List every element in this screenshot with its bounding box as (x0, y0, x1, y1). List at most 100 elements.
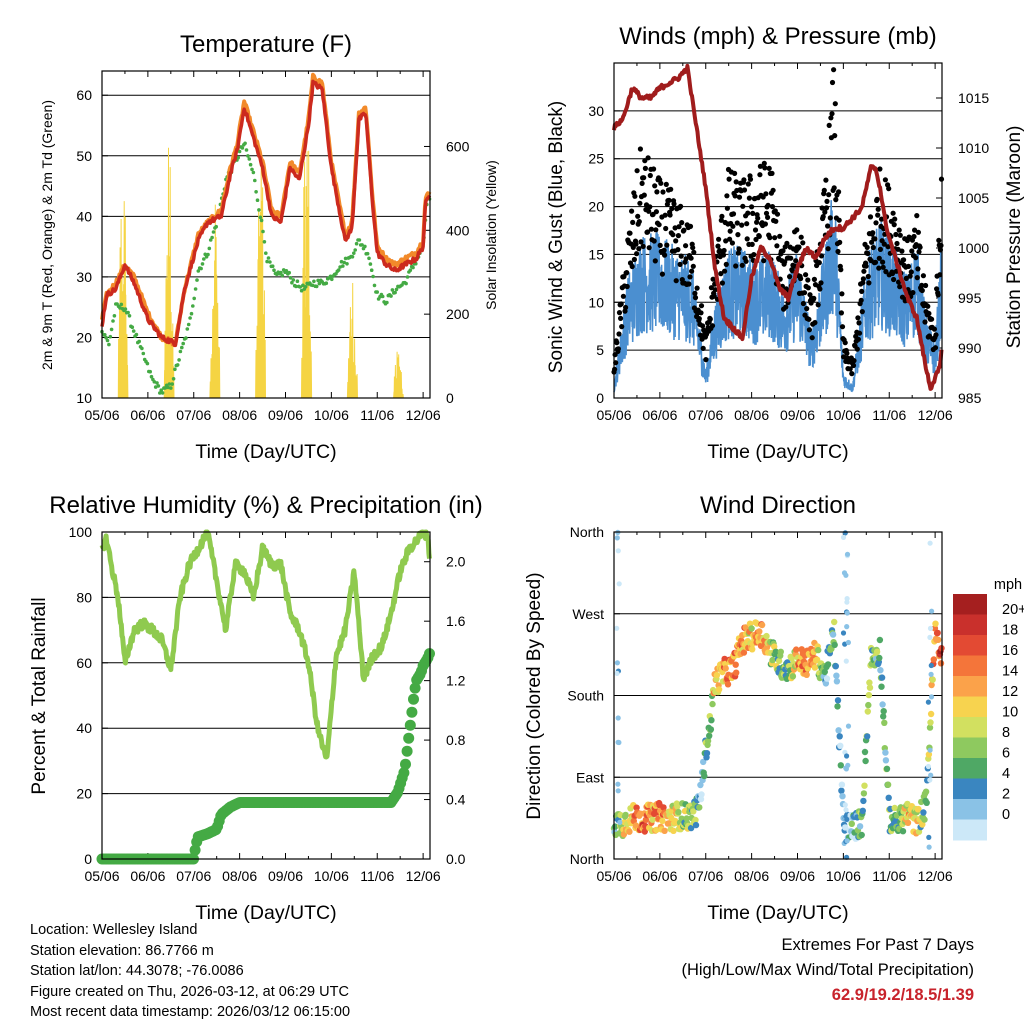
colorbar-label: 2 (1002, 787, 1010, 803)
colorbar-label: 12 (1002, 684, 1018, 700)
colorbar-label: 16 (1002, 643, 1018, 659)
gust-point (784, 240, 790, 246)
gust-point (818, 253, 825, 259)
gust-point (661, 247, 667, 253)
colorbar-label: 4 (1002, 766, 1010, 782)
gust-point (774, 243, 780, 249)
direction-point (707, 726, 715, 733)
direction-point (660, 804, 667, 811)
gust-point (826, 192, 832, 198)
gust-point (826, 122, 832, 128)
dewpoint-point (192, 296, 196, 301)
dewpoint-point (237, 149, 242, 154)
gust-point (651, 238, 657, 244)
gust-point (855, 336, 862, 342)
dewpoint-point (365, 251, 370, 256)
colorbar-label: 10 (1002, 705, 1018, 721)
direction-point (925, 699, 932, 705)
panel-3: Relative Humidity (%) & Precipitation (i… (29, 492, 483, 924)
dewpoint-point (279, 270, 283, 275)
y-tick-label: 80 (76, 589, 92, 605)
dewpoint-point (339, 259, 344, 264)
x-axis-label: Time (Day/UTC) (707, 441, 848, 463)
extremes-title: Extremes For Past 7 Days (781, 936, 974, 954)
precip-point (408, 693, 419, 705)
direction-point (715, 686, 723, 693)
dewpoint-point (108, 334, 113, 339)
dewpoint-point (405, 275, 410, 279)
gust-point (820, 214, 826, 220)
gust-point (683, 243, 689, 249)
direction-point (934, 629, 941, 637)
dewpoint-point (390, 288, 395, 292)
gust-point (631, 256, 638, 263)
direction-point (915, 805, 922, 813)
direction-point (822, 680, 830, 687)
direction-point (700, 758, 707, 766)
colorbar-swatch (953, 594, 987, 615)
direction-point (899, 828, 907, 835)
colorbar-swatch (953, 758, 987, 779)
dewpoint-point (294, 284, 298, 289)
dewpoint-point (105, 338, 110, 343)
direction-point (615, 548, 621, 554)
dewpoint-point (149, 374, 154, 379)
colorbar-label: 14 (1002, 664, 1018, 680)
direction-point (789, 673, 797, 680)
gust-point (829, 111, 835, 117)
gust-point (656, 222, 662, 228)
direction-point (772, 648, 779, 655)
direction-point (885, 794, 892, 801)
direction-point (834, 703, 841, 710)
dewpoint-point (317, 281, 322, 286)
gust-point (821, 187, 827, 193)
gust-point (763, 210, 770, 216)
y-axis-label: Sonic Wind & Gust (Blue, Black) (546, 101, 567, 373)
colorbar-swatch (953, 696, 987, 718)
gust-point (872, 236, 878, 242)
gust-point (640, 243, 646, 249)
dewpoint-point (210, 235, 214, 240)
dewpoint-point (301, 283, 305, 288)
dewpoint-point (371, 274, 375, 279)
dewpoint-point (369, 268, 374, 273)
precip-point (403, 732, 415, 744)
gust-point (914, 275, 920, 281)
direction-point (878, 674, 886, 681)
gust-point (804, 306, 810, 312)
direction-point (861, 748, 869, 756)
precip-point (398, 767, 410, 779)
gust-point (823, 177, 829, 183)
direction-point (928, 694, 935, 700)
gust-point (876, 255, 882, 261)
gust-point (645, 155, 651, 161)
gust-point (638, 239, 644, 245)
gust-point (749, 204, 755, 210)
gust-point (675, 233, 682, 239)
gust-point (917, 244, 923, 250)
dewpoint-point (137, 339, 141, 344)
direction-point (878, 683, 885, 690)
gust-point (619, 324, 625, 330)
direction-point (840, 534, 847, 541)
direction-point (698, 791, 705, 798)
gust-point (712, 287, 718, 293)
y-tick-label: South (567, 688, 604, 704)
station-elevation: Station elevation: 86.7766 m (30, 942, 214, 959)
gust-point (636, 246, 642, 252)
gust-point (719, 280, 726, 286)
gust-point (772, 235, 778, 241)
gust-point (769, 170, 775, 176)
gust-point (767, 235, 773, 241)
dewpoint-point (118, 306, 122, 310)
direction-point (845, 639, 852, 646)
direction-point (926, 834, 932, 841)
plot-frame (101, 531, 431, 860)
gust-point (883, 269, 889, 275)
station-info: Location: Wellesley Island Station eleva… (30, 920, 350, 1023)
dewpoint-point (411, 265, 415, 270)
dewpoint-point (389, 294, 393, 298)
gust-point (744, 221, 750, 227)
direction-point (844, 838, 850, 844)
gust-point (726, 176, 732, 182)
